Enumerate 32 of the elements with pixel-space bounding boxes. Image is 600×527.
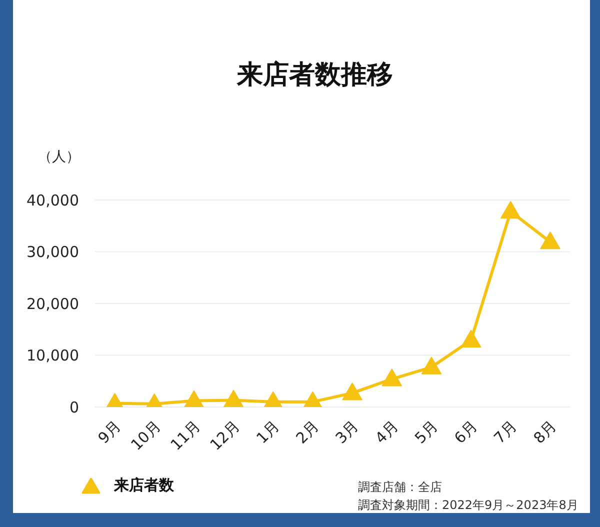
x-tick-label: 7月 [490,417,520,448]
x-tick-label: 4月 [372,417,402,448]
text: 調査店舗：全店 [358,479,443,496]
point [500,200,521,219]
point [460,330,482,348]
x-tick-label: 12月 [206,417,244,454]
y-tick-label: 40,000 [26,191,79,210]
y-axis-title: （人） [38,148,80,166]
point [342,382,362,400]
x-tick-label: 3月 [332,417,362,448]
text: 調査対象期間：2022年9月～2023年8月 [358,497,578,514]
y-tick-label: 30,000 [26,243,79,262]
x-tick-label: 8月 [530,417,560,448]
x-tick-label: 6月 [450,417,481,448]
x-tick-label: 5月 [411,417,442,448]
point [263,391,284,407]
x-tick-label: 10月 [127,417,164,454]
x-tick-label: 9月 [94,417,125,448]
point [302,391,323,407]
point [184,390,204,407]
point [421,356,442,374]
x-tick-label: 1月 [252,417,283,448]
x-tick-label: 11月 [166,417,204,454]
y-tick-label: 10,000 [26,346,79,365]
legend-label: 来店者数 [114,476,174,495]
y-tick-label: 20,000 [26,294,79,313]
point [382,368,402,386]
x-tick-label: 2月 [292,417,323,448]
point [540,231,560,250]
point [223,390,244,407]
y-tick-label: 0 [69,398,79,416]
chart-title: 来店者数推移 [236,59,394,92]
